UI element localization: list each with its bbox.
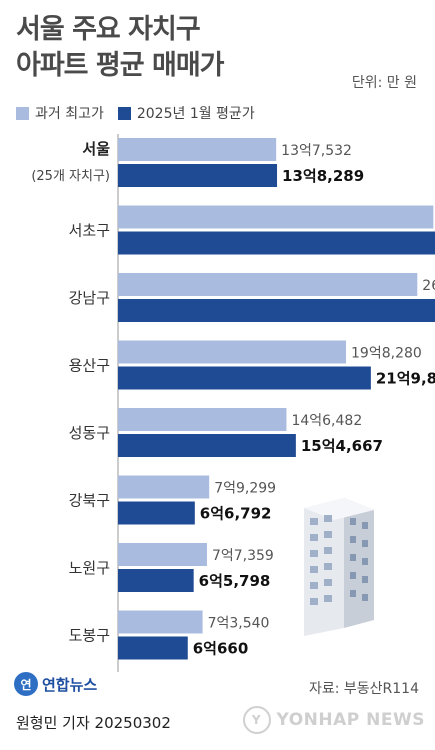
bar-past — [118, 543, 207, 566]
data-label-past: 7억7,359 — [212, 548, 274, 564]
category-label: 성동구 — [69, 424, 110, 442]
bar-current — [118, 231, 435, 255]
bar-past — [118, 340, 347, 364]
bar-current — [118, 569, 194, 592]
category-label: 노원구 — [69, 559, 110, 577]
bar-past — [118, 408, 287, 431]
reporter-byline: 원형민 기자 20250302 — [16, 714, 171, 732]
category-label: 강남구 — [69, 289, 110, 307]
legend-swatch-current — [117, 106, 131, 120]
category-label: 서초구 — [69, 222, 110, 240]
legend: 과거 최고가 2025년 1월 평균가 — [16, 103, 269, 123]
category-label: 서울 — [82, 140, 110, 158]
bar-current — [118, 636, 188, 660]
bar-past — [118, 273, 418, 296]
watermark-icon: Y — [242, 706, 271, 734]
watermark: Y YONHAP NEWS — [242, 706, 425, 734]
category-sublabel: (25개 자치구) — [31, 169, 110, 184]
data-label-past: 19억8,280 — [351, 346, 422, 362]
bar-current — [118, 366, 371, 390]
legend-label-past: 과거 최고가 — [35, 106, 104, 122]
legend-item-past: 과거 최고가 — [16, 103, 104, 123]
data-label-past: 7억9,299 — [214, 481, 276, 497]
legend-swatch-past — [16, 106, 29, 120]
data-label-current: 6억5,798 — [199, 572, 271, 590]
watermark-text: YONHAP NEWS — [276, 710, 425, 730]
category-label: 용산구 — [69, 357, 110, 375]
category-label: 도봉구 — [69, 627, 110, 645]
data-label-current: 15억4,667 — [301, 437, 383, 455]
yonhap-logo-icon: 연 — [14, 672, 38, 696]
chart-title-line1: 서울 주요 자치구 — [16, 14, 201, 45]
logo-text: 연합뉴스 — [42, 675, 98, 694]
category-label: 강북구 — [69, 492, 110, 510]
data-label-past: 13억7,532 — [281, 143, 352, 159]
data-label-current: 13억8,289 — [282, 167, 364, 185]
data-label-past: 7억3,540 — [208, 616, 270, 632]
bar-past — [118, 138, 277, 161]
source-label: 자료: 부동산R114 — [308, 681, 419, 697]
bar-current — [118, 164, 278, 187]
data-label-current: 6억660 — [193, 640, 249, 658]
bar-past — [118, 205, 434, 229]
chart-title-line2: 아파트 평균 매매가 — [16, 50, 225, 81]
unit-label: 단위: 만 원 — [351, 75, 417, 91]
yonhap-logo: 연 연합뉴스 — [14, 672, 97, 696]
legend-label-current: 2025년 1월 평균가 — [136, 106, 255, 122]
bar-current — [118, 299, 435, 322]
data-label-current: 21억9,880 — [376, 370, 435, 388]
bar-current — [118, 501, 195, 525]
data-label-past: 14억6,482 — [291, 413, 362, 429]
bar-past — [118, 610, 203, 634]
data-label-past: 26억262 — [422, 278, 435, 294]
data-label-current: 6억6,792 — [200, 505, 272, 523]
legend-item-current: 2025년 1월 평균가 — [117, 103, 255, 123]
bar-past — [118, 475, 210, 499]
apartment-building-icon — [304, 498, 374, 636]
bar-current — [118, 434, 296, 457]
